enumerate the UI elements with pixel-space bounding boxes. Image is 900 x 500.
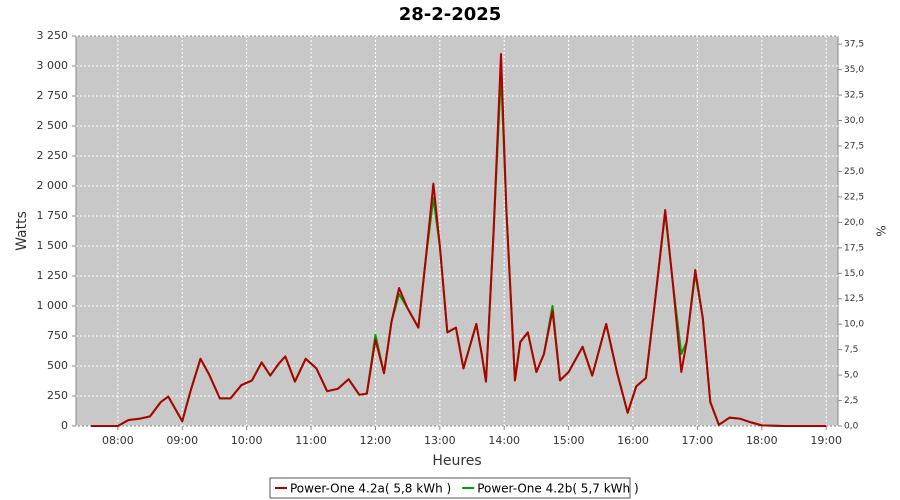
y2-tick-label: 5,0: [844, 371, 859, 381]
y-tick-label: 750: [47, 329, 68, 342]
y2-tick-label: 30,0: [844, 116, 864, 126]
series-line: [91, 53, 827, 427]
y2-tick-label: 15,0: [844, 269, 864, 279]
y2-tick-label: 20,0: [844, 218, 864, 228]
y-tick-label: 1 000: [37, 299, 69, 312]
y2-tick-label: 7,5: [844, 345, 858, 355]
y-tick-label: 3 250: [37, 29, 69, 42]
y2-tick-label: 0,0: [844, 422, 859, 432]
y2-tick-label: 22,5: [844, 192, 864, 202]
y2-tick-label: 2,5: [844, 396, 858, 406]
y-tick-label: 0: [61, 419, 68, 432]
x-tick-label: 18:00: [746, 434, 778, 447]
x-axis-label: Heures: [432, 453, 481, 469]
x-tick-label: 19:00: [810, 434, 842, 447]
y-tick-label: 2 250: [37, 149, 69, 162]
y-tick-label: 1 500: [37, 239, 69, 252]
plot-area: [75, 35, 839, 427]
x-tick-label: 11:00: [295, 434, 327, 447]
y-tick-label: 1 750: [37, 209, 69, 222]
legend-label: Power-One 4.2b( 5,7 kWh ): [477, 482, 638, 496]
chart-title: 28-2-2025: [399, 4, 502, 25]
x-tick-label: 08:00: [102, 434, 134, 447]
x-tick-label: 10:00: [231, 434, 263, 447]
y-tick-label: 250: [47, 389, 68, 402]
y-tick-label: 2 750: [37, 89, 69, 102]
y2-tick-label: 10,0: [844, 320, 864, 330]
y2-tick-label: 27,5: [844, 141, 864, 151]
y2-axis-label: %: [874, 225, 888, 236]
x-tick-label: 09:00: [166, 434, 198, 447]
y2-tick-label: 25,0: [844, 167, 864, 177]
y-axis-label: Watts: [14, 211, 30, 251]
y-tick-label: 1 250: [37, 269, 69, 282]
legend: [269, 477, 631, 499]
x-tick-label: 17:00: [682, 434, 714, 447]
y2-tick-label: 37,5: [844, 40, 864, 50]
y-tick-label: 2 500: [37, 119, 69, 132]
x-tick-label: 14:00: [488, 434, 520, 447]
y2-tick-label: 35,0: [844, 65, 864, 75]
x-tick-label: 12:00: [360, 434, 392, 447]
legend-label: Power-One 4.2a( 5,8 kWh ): [290, 482, 451, 496]
y2-tick-label: 12,5: [844, 294, 864, 304]
x-tick-label: 13:00: [424, 434, 456, 447]
x-tick-label: 15:00: [553, 434, 585, 447]
y2-tick-label: 32,5: [844, 91, 864, 101]
y-tick-label: 500: [47, 359, 68, 372]
y2-tick-label: 17,5: [844, 243, 864, 253]
y-tick-label: 2 000: [37, 179, 69, 192]
x-tick-label: 16:00: [617, 434, 649, 447]
y-tick-label: 3 000: [37, 59, 69, 72]
